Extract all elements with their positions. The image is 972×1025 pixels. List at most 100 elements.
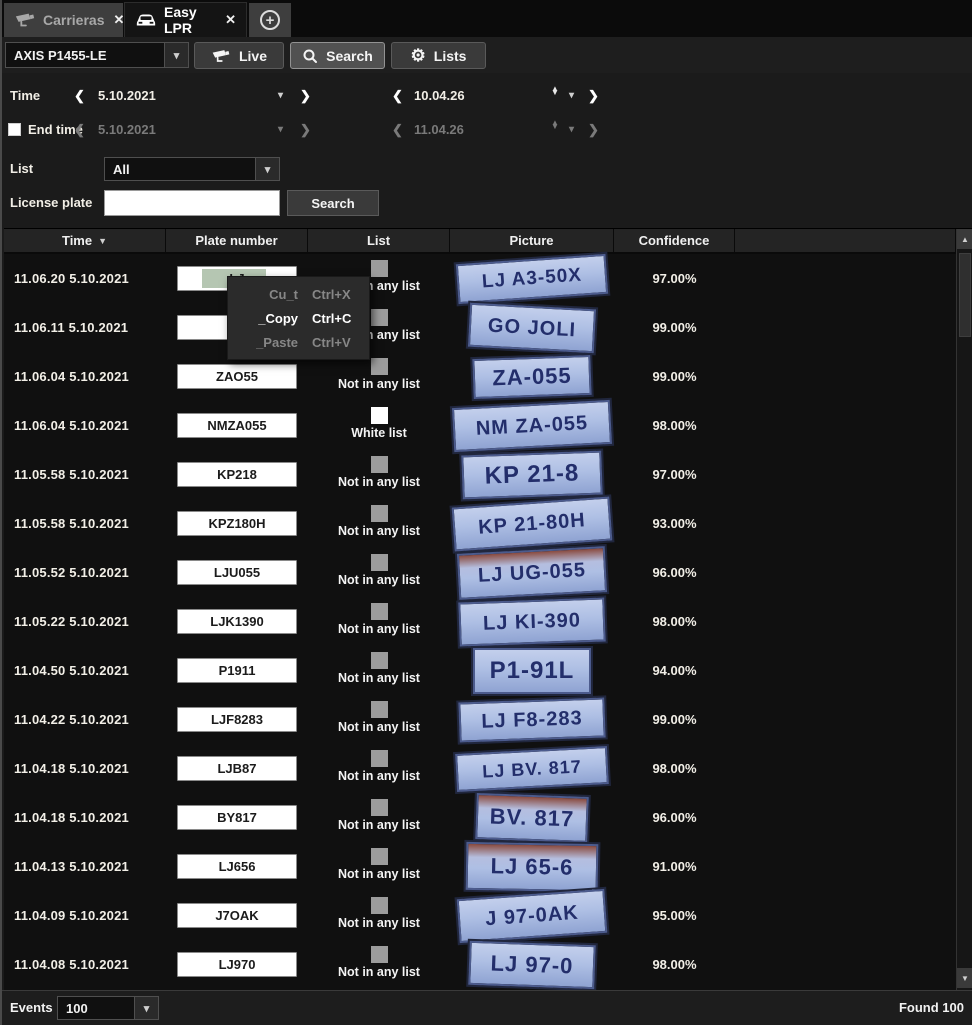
new-tab-button[interactable]: + [249,3,291,37]
plate-number-input[interactable]: KPZ180H [177,511,297,536]
next-end-date-button: ❯ [300,122,311,137]
picture-cell: LJ 97-0 [450,940,614,989]
plate-number-input[interactable]: LJB87 [177,756,297,781]
scrollbar-thumb[interactable] [959,253,971,337]
table-row: 11.06.04 5.10.2021 NMZA055 White list NM… [4,399,956,452]
start-date-value[interactable]: 5.10.2021 [98,88,156,103]
search-mode-button[interactable]: Search [290,42,385,69]
event-time: 11.06.04 5.10.2021 [14,369,129,384]
plate-picture: LJ F8-283 [458,696,606,743]
next-end-time-button: ❯ [588,122,599,137]
next-time-button[interactable]: ❯ [588,88,599,103]
chevron-down-icon[interactable]: ▾ [134,997,158,1019]
plate-number-input[interactable]: LJ970 [177,952,297,977]
column-header-plate[interactable]: Plate number [166,229,308,254]
next-date-button[interactable]: ❯ [300,88,311,103]
close-tab-icon[interactable]: ✕ [113,12,125,27]
plate-number-input[interactable]: LJF8283 [177,707,297,732]
list-cell: Not in any list [308,842,450,891]
plate-picture: LJ A3-50X [455,253,609,304]
chevron-down-icon[interactable]: ▾ [164,43,188,67]
search-button-label: Search [311,195,355,211]
list-cell: Not in any list [308,450,450,499]
lists-button[interactable]: ⚙ Lists [391,42,486,69]
list-name: Not in any list [338,622,420,636]
events-count-select[interactable]: 100 ▾ [57,996,159,1020]
live-button[interactable]: Live [194,42,284,69]
list-indicator-square [370,701,388,718]
plate-number-input[interactable]: BY817 [177,805,297,830]
tab-carrieras[interactable]: Carrieras ✕ [4,3,125,37]
column-header-list[interactable]: List [308,229,450,254]
time-dropdown-icon[interactable]: ▾ [569,90,575,101]
end-time-checkbox[interactable] [8,123,21,136]
close-tab-icon[interactable]: ✕ [225,12,236,27]
confidence-value: 97.00% [652,467,697,482]
picture-cell: LJ F8-283 [450,695,614,744]
time-spinner[interactable]: ▲ ▼ [551,84,559,98]
toolbar: AXIS P1455-LE ▾ Live Search ⚙ Lists [2,37,972,73]
prev-date-button[interactable]: ❮ [74,88,85,103]
tab-bar: Carrieras ✕ Easy LPR ✕ + [2,0,972,38]
vertical-scrollbar[interactable]: ▲ ▼ [956,229,972,991]
picture-cell: LJ 65-6 [450,841,614,892]
plate-number-input[interactable]: LJ656 [177,854,297,879]
plate-picture: LJ KI-390 [458,596,606,647]
list-filter-value: All [113,161,130,177]
chevron-down-icon[interactable]: ▾ [255,158,279,180]
shortcut-label: Ctrl+C [312,310,352,326]
menu-item-copy[interactable]: _Copy Ctrl+C [228,306,369,330]
plate-picture: J 97-0AK [456,888,608,943]
confidence-value: 93.00% [652,516,697,531]
list-cell: Not in any list [308,548,450,597]
list-name: Not in any list [338,671,420,685]
plate-number-input[interactable]: LJU055 [177,560,297,585]
tab-easy-lpr[interactable]: Easy LPR ✕ [124,2,247,38]
list-filter-select[interactable]: All ▾ [104,157,280,181]
confidence-value: 94.00% [652,663,697,678]
plate-picture: GO JOLI [467,302,597,353]
license-plate-input[interactable] [104,190,280,216]
picture-cell: P1-91L [450,646,614,695]
column-header-confidence[interactable]: Confidence [614,229,735,254]
scroll-up-icon[interactable]: ▲ [957,229,972,249]
table-header: Time ▼ Plate number List Picture Confide… [4,229,956,254]
plate-number-input[interactable]: KP218 [177,462,297,487]
plate-picture: KP 21-8 [461,450,603,499]
spin-up-icon[interactable]: ▲ [551,84,559,93]
start-time-value[interactable]: 10.04.26 [414,88,465,103]
table-row: 11.04.09 5.10.2021 J7OAK Not in any list… [4,888,956,943]
plate-number-input[interactable]: ZAO55 [177,364,297,389]
table-row: 11.06.20 5.10.2021 LJ Not in any list LJ… [4,253,956,304]
plate-number-input[interactable]: LJK1390 [177,609,297,634]
list-indicator-square [370,309,388,326]
list-name: Not in any list [338,524,420,538]
table-row: 11.04.50 5.10.2021 P1911 Not in any list… [4,646,956,695]
list-name: Not in any list [338,377,420,391]
date-dropdown-icon[interactable]: ▾ [278,90,284,101]
events-count-value: 100 [66,1000,88,1016]
plate-number-input[interactable]: P1911 [177,658,297,683]
list-indicator-square [370,456,388,473]
prev-time-button[interactable]: ❮ [392,88,403,103]
list-indicator-square [370,603,388,620]
column-header-picture[interactable]: Picture [450,229,614,254]
table-row: 11.05.58 5.10.2021 KPZ180H Not in any li… [4,496,956,551]
event-time: 11.05.58 5.10.2021 [14,467,129,482]
table-row: 11.05.22 5.10.2021 LJK1390 Not in any li… [4,596,956,647]
license-plate-label: License plate [10,195,93,210]
list-cell: Not in any list [308,646,450,695]
scroll-down-icon[interactable]: ▼ [957,968,972,988]
search-button[interactable]: Search [287,190,379,216]
plate-picture: NM ZA-055 [451,399,613,452]
search-mode-label: Search [326,47,373,64]
spin-down-icon[interactable]: ▼ [551,88,559,98]
confidence-value: 98.00% [652,418,697,433]
gear-icon: ⚙ [410,46,426,65]
plate-number-input[interactable]: NMZA055 [177,413,297,438]
camera-select[interactable]: AXIS P1455-LE ▾ [5,42,189,68]
column-header-time[interactable]: Time ▼ [4,229,166,254]
plate-number-input[interactable]: J7OAK [177,903,297,928]
list-indicator-square [370,358,388,375]
